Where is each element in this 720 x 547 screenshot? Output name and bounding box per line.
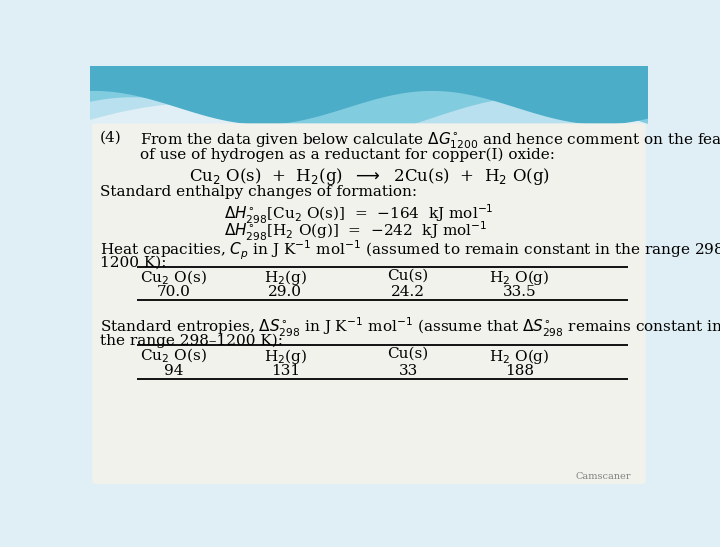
Text: H$_2$ O(g): H$_2$ O(g) <box>490 347 550 365</box>
Text: Standard entropies, $\Delta S^{\circ}_{298}$ in J K$^{-1}$ mol$^{-1}$ (assume th: Standard entropies, $\Delta S^{\circ}_{2… <box>100 316 720 340</box>
Text: H$_2$(g): H$_2$(g) <box>264 268 307 287</box>
Text: $\Delta H^{\circ}_{298}$[H$_2$ O(g)]  =  $-$242  kJ mol$^{-1}$: $\Delta H^{\circ}_{298}$[H$_2$ O(g)] = $… <box>224 220 487 243</box>
Text: 33: 33 <box>398 364 418 378</box>
Text: 70.0: 70.0 <box>157 285 191 299</box>
Text: 24.2: 24.2 <box>391 285 425 299</box>
Polygon shape <box>90 66 648 139</box>
Text: (4): (4) <box>100 131 122 145</box>
Text: 1200 K):: 1200 K): <box>100 255 166 270</box>
Text: 188: 188 <box>505 364 534 378</box>
Text: 33.5: 33.5 <box>503 285 536 299</box>
Text: From the data given below calculate $\Delta G^{\circ}_{1200}$ and hence comment : From the data given below calculate $\De… <box>140 131 720 152</box>
Text: 131: 131 <box>271 364 300 378</box>
Text: Cu$_2$ O(s)  +  H$_2$(g)  $\longrightarrow$  2Cu(s)  +  H$_2$ O(g): Cu$_2$ O(s) + H$_2$(g) $\longrightarrow$… <box>189 166 549 187</box>
Polygon shape <box>90 66 648 125</box>
Text: 29.0: 29.0 <box>269 285 302 299</box>
Text: H$_2$(g): H$_2$(g) <box>264 347 307 365</box>
FancyBboxPatch shape <box>92 123 646 484</box>
Text: of use of hydrogen as a reductant for copper(I) oxide:: of use of hydrogen as a reductant for co… <box>140 148 555 162</box>
Text: H$_2$ O(g): H$_2$ O(g) <box>490 268 550 287</box>
Text: 94: 94 <box>164 364 184 378</box>
Text: Cu$_2$ O(s): Cu$_2$ O(s) <box>140 268 207 287</box>
Text: Heat capacities, $C_p$ in J K$^{-1}$ mol$^{-1}$ (assumed to remain constant in t: Heat capacities, $C_p$ in J K$^{-1}$ mol… <box>100 238 720 262</box>
Polygon shape <box>90 66 648 150</box>
Text: Cu$_2$ O(s): Cu$_2$ O(s) <box>140 347 207 365</box>
Text: the range 298–1200 K):: the range 298–1200 K): <box>100 334 283 348</box>
Text: Cu(s): Cu(s) <box>387 268 428 282</box>
Text: $\Delta H^{\circ}_{298}$[Cu$_2$ O(s)]  =  $-$164  kJ mol$^{-1}$: $\Delta H^{\circ}_{298}$[Cu$_2$ O(s)] = … <box>224 202 494 226</box>
Text: Camscaner: Camscaner <box>576 472 631 481</box>
Text: Standard enthalpy changes of formation:: Standard enthalpy changes of formation: <box>100 185 417 199</box>
Text: Cu(s): Cu(s) <box>387 347 428 360</box>
